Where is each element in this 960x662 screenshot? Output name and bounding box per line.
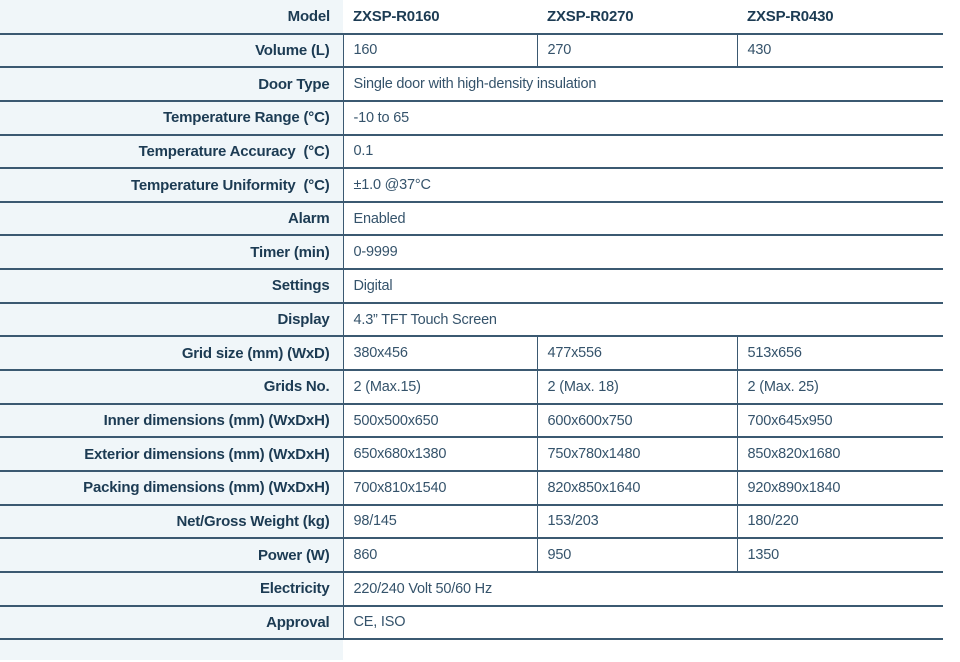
table-row: Alarm Enabled [0, 201, 943, 237]
row-label-empty [0, 639, 343, 661]
cell-value: 2 (Max. 25) [737, 370, 943, 405]
cell-value: 153/203 [537, 504, 738, 540]
row-label: Door Type [0, 67, 344, 102]
table-row: Grid size (mm) (WxD) 380x456 477x556 513x65… [0, 336, 943, 372]
model-row-label: Model [0, 0, 343, 35]
table-row-partial [0, 639, 943, 661]
cell-value: 2 (Max. 18) [537, 370, 738, 405]
cell-value: 920x890x1840 [737, 470, 943, 506]
table-row: Net/Gross Weight (kg) 98/145 153/203 180/22… [0, 504, 943, 540]
cell-value: 820x850x1640 [537, 470, 738, 506]
row-label: Inner dimensions (mm) (WxDxH) [0, 403, 344, 439]
table-row: Grids No. 2 (Max.15) 2 (Max. 18) 2 (Max. 25… [0, 370, 943, 405]
row-label: Alarm [0, 201, 344, 237]
cell-value: 850x820x1680 [737, 437, 943, 472]
table-row: Temperature Range (°C) -10 to 65 [0, 100, 943, 136]
table-row: Packing dimensions (mm) (WxDxH) 700x810x1… [0, 470, 943, 506]
cell-value: 2 (Max.15) [343, 370, 538, 405]
table-row: Temperature Uniformity (°C) ±1.0 @37°C [0, 168, 943, 203]
cell-value: 513x656 [737, 336, 943, 372]
cell-value: 1350 [737, 538, 943, 573]
model-name-1: ZXSP-R0160 [343, 0, 537, 35]
row-label: Temperature Range (°C) [0, 100, 344, 136]
cell-value-span: ±1.0 @37°C [343, 168, 943, 203]
cell-value: 180/220 [737, 504, 943, 540]
cell-value: 600x600x750 [537, 403, 738, 439]
cell-value: 500x500x650 [343, 403, 538, 439]
cell-value-span: Digital [343, 269, 943, 304]
row-label: Temperature Accuracy (°C) [0, 134, 344, 170]
row-label: Packing dimensions (mm) (WxDxH) [0, 470, 344, 506]
row-label: Exterior dimensions (mm) (WxDxH) [0, 437, 344, 472]
cell-empty [343, 639, 943, 661]
table-row: Settings Digital [0, 269, 943, 304]
cell-value-span: 0.1 [343, 134, 943, 170]
table-row: Inner dimensions (mm) (WxDxH) 500x500x650… [0, 403, 943, 439]
row-label: Grid size (mm) (WxD) [0, 336, 344, 372]
row-label: Timer (min) [0, 235, 344, 271]
table-header-row: Model ZXSP-R0160 ZXSP-R0270 ZXSP-R0430 [0, 0, 943, 35]
cell-value: 860 [343, 538, 538, 573]
cell-value: 270 [537, 33, 738, 69]
table-row: Timer (min) 0-9999 [0, 235, 943, 271]
table-row: Approval CE, ISO [0, 605, 943, 641]
table-row: Electricity 220/240 Volt 50/60 Hz [0, 571, 943, 607]
cell-value: 430 [737, 33, 943, 69]
table-row: Temperature Accuracy (°C) 0.1 [0, 134, 943, 170]
cell-value-span: Enabled [343, 201, 943, 237]
row-label: Power (W) [0, 538, 344, 573]
table-row: Exterior dimensions (mm) (WxDxH) 650x680x… [0, 437, 943, 472]
row-label: Temperature Uniformity (°C) [0, 168, 344, 203]
cell-value: 98/145 [343, 504, 538, 540]
row-label: Approval [0, 605, 344, 641]
table-row: Door Type Single door with high-density i… [0, 67, 943, 102]
cell-value-span: 220/240 Volt 50/60 Hz [343, 571, 943, 607]
cell-value: 700x645x950 [737, 403, 943, 439]
model-name-3: ZXSP-R0430 [737, 0, 943, 35]
row-label: Display [0, 302, 344, 338]
cell-value: 750x780x1480 [537, 437, 738, 472]
cell-value-span: Single door with high-density insulation [343, 67, 943, 102]
row-label: Settings [0, 269, 344, 304]
model-name-2: ZXSP-R0270 [537, 0, 737, 35]
cell-value-span: CE, ISO [343, 605, 943, 641]
row-label: Net/Gross Weight (kg) [0, 504, 344, 540]
cell-value-span: -10 to 65 [343, 100, 943, 136]
cell-value-span: 0-9999 [343, 235, 943, 271]
cell-value: 950 [537, 538, 738, 573]
cell-value: 650x680x1380 [343, 437, 538, 472]
row-label: Volume (L) [0, 33, 344, 69]
cell-value-span: 4.3” TFT Touch Screen [343, 302, 943, 338]
row-label: Grids No. [0, 370, 344, 405]
row-label: Electricity [0, 571, 344, 607]
cell-value: 380x456 [343, 336, 538, 372]
table-row: Power (W) 860 950 1350 [0, 538, 943, 573]
cell-value: 477x556 [537, 336, 738, 372]
table-row: Display 4.3” TFT Touch Screen [0, 302, 943, 338]
table-row: Volume (L) 160 270 430 [0, 33, 943, 69]
cell-value: 160 [343, 33, 538, 69]
cell-value: 700x810x1540 [343, 470, 538, 506]
